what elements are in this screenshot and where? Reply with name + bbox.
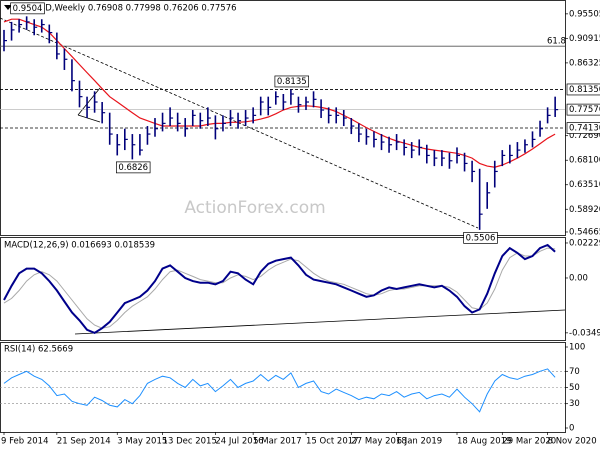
y-tick-label: 30	[569, 399, 580, 409]
price-annotation: 0.5506	[466, 233, 496, 243]
x-tick-label: 6 Jan 2019	[397, 437, 443, 447]
trend-line	[0, 17, 479, 229]
macd-line	[3, 243, 556, 335]
price-annotation-box	[463, 232, 498, 244]
watermark: ActionForex.com	[184, 198, 325, 218]
x-tick-label: 9 Feb 2014	[1, 437, 49, 447]
y-tick-label: 0.022295	[569, 238, 600, 248]
price-annotation: 0.8135	[277, 77, 307, 87]
title-icon	[4, 5, 12, 10]
macd-title: MACD(12,26,9) 0.016693 0.018539	[4, 241, 155, 251]
x-tick-label: 18 Aug 2019	[457, 437, 511, 447]
level-label-box	[566, 122, 600, 134]
price-annotation-box	[10, 2, 45, 15]
x-tick-label: 3 May 2015	[117, 437, 167, 447]
level-label-box	[566, 83, 600, 96]
x-tick-label: 24 Jul 2016	[215, 437, 263, 447]
price-annotation: 0.9504	[13, 4, 43, 14]
y-tick-label: 0.95505	[569, 9, 600, 19]
y-tick-label: 100	[569, 343, 585, 353]
y-tick-label: 0.00	[569, 273, 588, 283]
y-tick-label: 50	[569, 383, 580, 393]
pattern-line	[77, 87, 101, 116]
y-tick-label: -0.034948	[569, 328, 600, 338]
macd-trend-line	[74, 309, 566, 335]
y-tick-label: 70	[569, 367, 580, 377]
last-price-label: 0.77576	[569, 105, 600, 115]
price-panel	[0, 0, 566, 236]
macd-panel	[0, 237, 566, 341]
rsi-line	[3, 368, 556, 413]
x-tick-label: 15 Oct 2017	[306, 437, 359, 447]
fib-label: 61.8	[547, 37, 566, 47]
y-tick-label: 0.54665	[569, 227, 600, 237]
price-annotation-box	[115, 161, 151, 174]
last-price-label-box	[566, 103, 600, 116]
x-tick-label: 27 May 2018	[351, 437, 406, 447]
y-tick-label: 0.90915	[569, 34, 600, 44]
moving-average	[3, 18, 556, 168]
rsi-title: RSI(14) 62.5669	[4, 345, 73, 355]
y-tick-label: 0	[569, 424, 574, 434]
x-tick-label: 5 Mar 2017	[253, 437, 301, 447]
y-tick-label: 0.86325	[569, 58, 600, 68]
price-annotation-box	[274, 75, 309, 88]
x-tick-label: 29 Mar 2020	[502, 437, 556, 447]
x-tick-label: 13 Dec 2015	[163, 437, 217, 447]
pattern-line	[77, 114, 101, 123]
x-tick-label: 21 Sep 2014	[57, 437, 111, 447]
x-tick-label: 8 Nov 2020	[548, 437, 597, 447]
macd-line	[3, 247, 556, 329]
price-title: AUDUSD,Weekly 0.76908 0.77998 0.76206 0.…	[15, 4, 237, 14]
price-annotation: 0.6826	[118, 163, 148, 173]
